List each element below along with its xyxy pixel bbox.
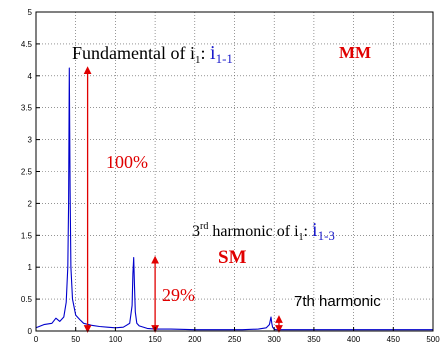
annotation-29pct: 29% (162, 285, 195, 305)
x-tick-label: 500 (426, 335, 440, 344)
grid-lines (36, 12, 433, 331)
x-tick-label: 200 (188, 335, 202, 344)
x-tick-label: 300 (268, 335, 282, 344)
y-tick-label: 1 (28, 263, 33, 272)
y-tick-label: 2.5 (21, 168, 33, 177)
y-tick-label: 0.5 (21, 295, 33, 304)
y-tick-label: 0 (28, 327, 33, 336)
x-tick-label: 450 (387, 335, 401, 344)
y-tick-label: 3.5 (21, 104, 33, 113)
annotation-mm: MM (339, 43, 371, 62)
annotation-third-harmonic: 3rd harmonic of i1: i1-3 (192, 219, 335, 243)
y-tick-label: 4.5 (21, 40, 33, 49)
x-tick-label: 400 (347, 335, 361, 344)
annotation-seventh-harmonic: 7th harmonic (294, 293, 381, 310)
y-tick-label: 2 (28, 199, 33, 208)
x-tick-label: 0 (34, 335, 39, 344)
x-tick-label: 350 (307, 335, 321, 344)
y-tick-label: 4 (28, 72, 33, 81)
annotation-fundamental: Fundamental of i1: i1-1 (72, 42, 233, 66)
y-tick-label: 5 (28, 8, 33, 17)
x-tick-label: 50 (71, 335, 80, 344)
x-tick-label: 250 (228, 335, 242, 344)
arrow-group (83, 66, 283, 333)
y-axis: 0 0.5 1 1.5 2 2.5 3 3.5 4 4.5 5 (21, 8, 40, 336)
y-tick-label: 1.5 (21, 231, 33, 240)
x-tick-label: 150 (148, 335, 162, 344)
y-tick-label: 3 (28, 136, 33, 145)
x-tick-label: 100 (109, 335, 123, 344)
x-axis: 0 50 100 150 200 250 300 350 400 450 500 (34, 327, 440, 344)
annotation-100pct: 100% (106, 152, 148, 172)
annotation-sm: SM (218, 247, 247, 268)
